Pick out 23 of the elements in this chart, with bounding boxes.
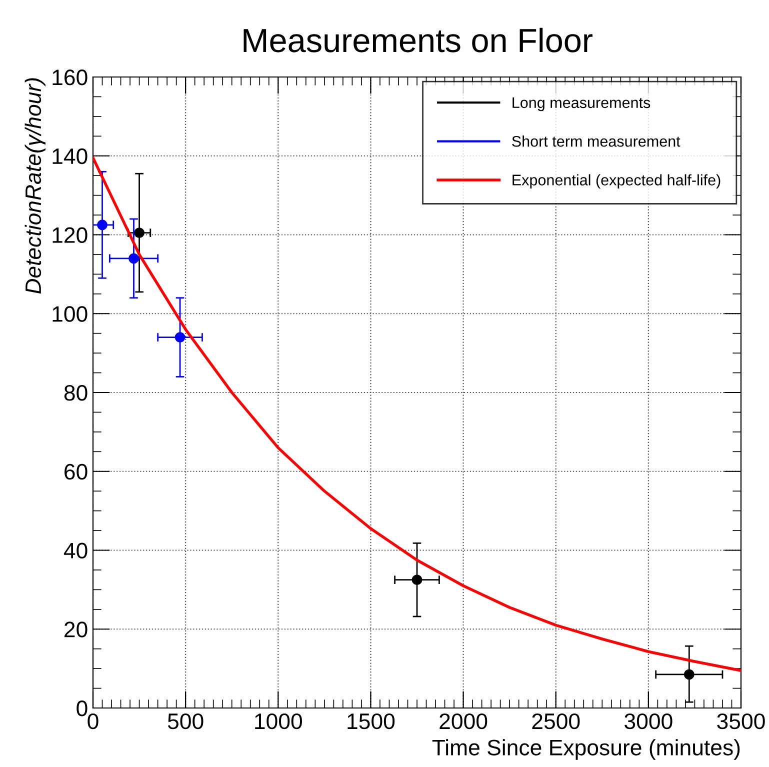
y-tick-label: 0 <box>76 700 88 716</box>
y-tick-label: 160 <box>52 70 88 86</box>
x-tick-label: 3500 <box>717 713 765 730</box>
y-tick-label: 60 <box>64 464 88 480</box>
x-tick-label: 500 <box>168 713 204 730</box>
x-tick-label: 2500 <box>532 713 580 730</box>
y-tick-label: 120 <box>52 227 88 244</box>
legend-label: Long measurements <box>512 97 650 112</box>
y-tick-label: 40 <box>64 542 88 559</box>
x-tick-label: 1000 <box>255 713 302 730</box>
y-tick-label: 80 <box>64 385 88 401</box>
legend-label: Exponential (expected half-life) <box>512 174 720 188</box>
x-axis-title: Time Since Exposure (minutes) <box>432 739 740 760</box>
x-tick-label: 0 <box>88 713 98 730</box>
y-axis-title: DetectionRate(γ/hour) <box>24 78 46 294</box>
y-tick-label: 20 <box>64 622 88 638</box>
legend-label: Short term measurement <box>512 136 680 147</box>
x-tick-label: 3000 <box>624 713 672 730</box>
x-tick-label: 1500 <box>348 713 395 730</box>
chart-title: Measurements on Floor <box>244 28 592 52</box>
y-tick-label: 100 <box>52 306 88 322</box>
x-tick-label: 2000 <box>440 713 488 730</box>
y-tick-label: 140 <box>52 148 88 164</box>
